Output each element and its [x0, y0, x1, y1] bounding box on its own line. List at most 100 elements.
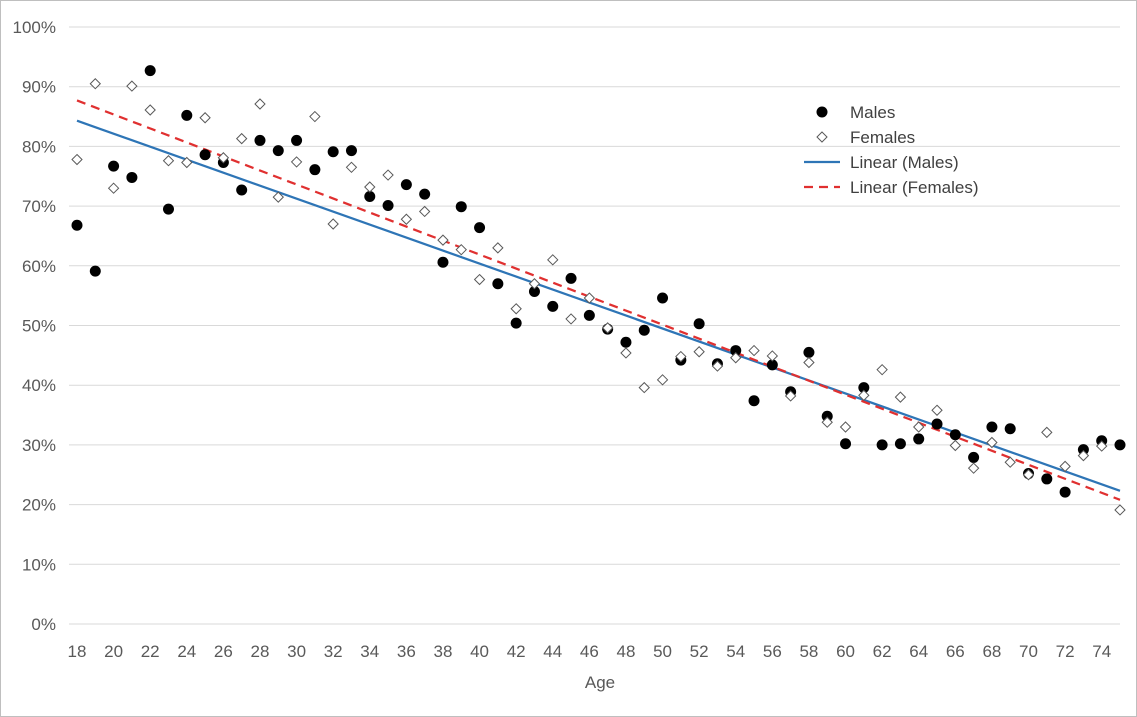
male-point	[528, 285, 540, 297]
male-point	[730, 345, 742, 357]
female-point	[418, 205, 431, 218]
y-tick-label: 30%	[22, 436, 56, 455]
data-points	[71, 65, 1126, 516]
female-point	[144, 104, 156, 116]
female-point	[1041, 426, 1053, 439]
y-tick-label: 90%	[22, 78, 56, 97]
female-point	[967, 462, 980, 474]
male-point	[693, 318, 705, 330]
x-tick-label: 18	[68, 642, 87, 661]
x-tick-label: 66	[946, 642, 965, 661]
x-tick-label: 44	[543, 642, 562, 661]
female-point	[638, 381, 650, 394]
x-tick-label: 22	[141, 642, 160, 661]
female-point	[1059, 460, 1071, 473]
female-point	[345, 161, 358, 174]
male-point	[181, 109, 193, 121]
male-point	[986, 421, 998, 433]
x-tick-label: 40	[470, 642, 489, 661]
female-point	[601, 322, 614, 334]
female-point	[784, 390, 797, 402]
male-point	[199, 149, 211, 161]
male-point	[565, 272, 577, 284]
male-point	[364, 191, 376, 203]
x-axis-ticks: 18 20 22 24 26 28 30 32 34 36 38 40 42 44 46 48 50 52 54 56…	[68, 642, 1112, 661]
trendlines	[76, 99, 1121, 501]
male-point	[309, 164, 321, 176]
female-point	[107, 182, 120, 194]
male-point	[766, 359, 778, 371]
male-point	[1114, 439, 1126, 451]
x-tick-label: 24	[177, 642, 196, 661]
female-point	[675, 350, 687, 363]
male-point	[108, 160, 120, 172]
male-point	[1041, 473, 1053, 485]
female-point	[162, 155, 175, 167]
x-tick-label: 58	[799, 642, 818, 661]
male-point	[931, 418, 943, 430]
male-point	[748, 395, 760, 407]
female-point	[693, 346, 705, 358]
legend: Males Females Linear (Males) Linear (Female…	[804, 103, 979, 197]
y-tick-label: 100%	[13, 18, 56, 37]
female-point	[565, 313, 577, 325]
x-tick-label: 72	[1056, 642, 1075, 661]
female-point	[437, 234, 449, 246]
female-point	[364, 181, 376, 193]
x-tick-label: 48	[616, 642, 635, 661]
female-point	[327, 218, 339, 230]
female-point	[949, 439, 962, 452]
female-point	[1022, 469, 1035, 481]
female-point	[839, 421, 852, 433]
female-point	[473, 273, 486, 286]
male-point	[254, 134, 266, 146]
x-tick-label: 68	[982, 642, 1001, 661]
y-tick-label: 0%	[31, 615, 56, 634]
x-tick-label: 36	[397, 642, 416, 661]
male-point	[876, 439, 888, 451]
female-point	[181, 156, 193, 169]
female-point	[290, 156, 303, 168]
female-point	[711, 360, 724, 372]
y-tick-label: 50%	[22, 317, 56, 336]
male-point	[894, 438, 906, 450]
female-point	[748, 344, 760, 357]
male-point	[400, 179, 412, 191]
male-point	[272, 145, 284, 157]
y-tick-label: 70%	[22, 197, 56, 216]
female-point	[217, 152, 230, 164]
female-point	[1077, 449, 1090, 462]
male-point	[620, 336, 632, 348]
female-point	[858, 389, 870, 402]
male-point	[236, 184, 248, 196]
male-point	[89, 265, 101, 277]
male-point	[144, 65, 156, 77]
male-point	[913, 433, 925, 445]
male-point	[71, 219, 83, 231]
female-point	[455, 243, 467, 256]
male-point	[126, 171, 138, 183]
female-point	[803, 356, 815, 369]
x-tick-label: 50	[653, 642, 672, 661]
male-point	[638, 324, 650, 336]
female-point	[510, 303, 522, 315]
x-tick-label: 54	[726, 642, 745, 661]
female-point	[272, 191, 284, 203]
female-point	[656, 374, 669, 386]
x-tick-label: 62	[873, 642, 892, 661]
y-axis-ticks: 0% 10% 20% 30% 40% 50% 60% 70% 80% 90% 100%	[13, 18, 56, 634]
male-point	[1077, 444, 1089, 456]
male-point	[858, 382, 870, 394]
female-point	[528, 278, 541, 290]
x-tick-label: 38	[434, 642, 453, 661]
x-tick-label: 74	[1092, 642, 1111, 661]
male-point	[968, 451, 980, 463]
trendline-males	[76, 119, 1121, 492]
y-tick-label: 60%	[22, 257, 56, 276]
female-point	[235, 132, 248, 145]
male-point	[437, 256, 449, 268]
x-tick-label: 20	[104, 642, 123, 661]
female-point	[821, 416, 833, 428]
male-point	[547, 300, 559, 312]
female-point	[1114, 504, 1126, 516]
